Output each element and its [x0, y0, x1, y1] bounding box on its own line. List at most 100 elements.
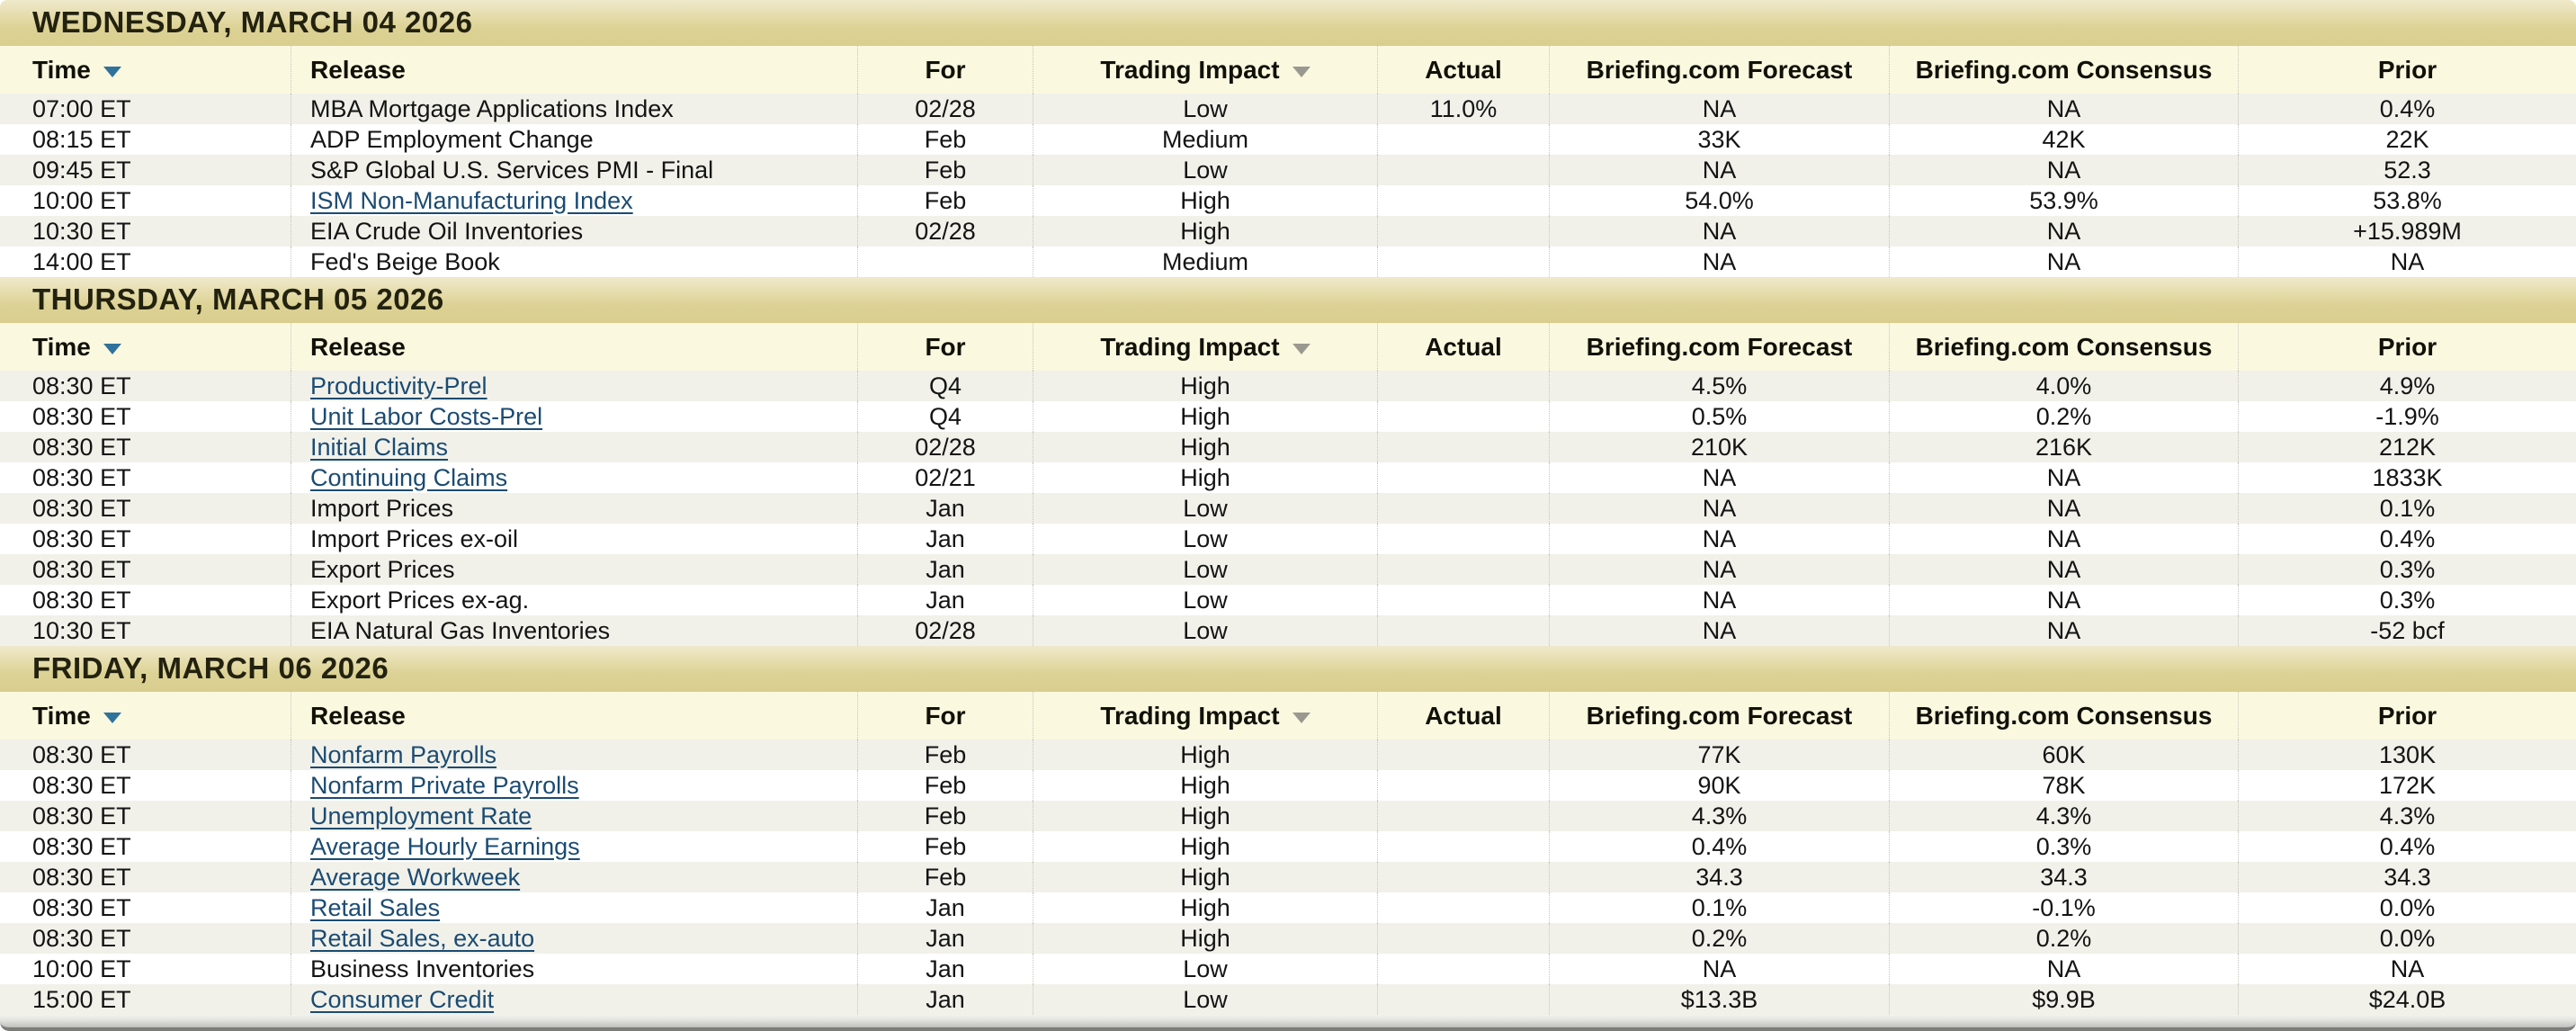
column-header-release: Release	[291, 692, 857, 740]
release-link[interactable]: Average Workweek	[310, 863, 521, 891]
cell-impact: Low	[1033, 493, 1377, 524]
release-text: EIA Natural Gas Inventories	[310, 616, 611, 644]
cell-release: ISM Non-Manufacturing Index	[291, 185, 857, 216]
cell-impact: High	[1033, 432, 1377, 462]
column-header-label: For	[925, 55, 966, 84]
column-header-briefing-com-consensus: Briefing.com Consensus	[1889, 692, 2238, 740]
cell-for: Jan	[857, 923, 1033, 954]
cell-forecast: $13.3B	[1549, 984, 1889, 1015]
cell-time: 10:00 ET	[32, 955, 131, 982]
release-row: 08:30 ET Unemployment Rate Feb High 4.3% 4.3%…	[0, 801, 2576, 831]
cell-release: Unemployment Rate	[291, 801, 857, 831]
release-link[interactable]: Nonfarm Payrolls	[310, 740, 497, 768]
cell-actual	[1377, 892, 1549, 923]
cell-prior: +15.989M	[2238, 216, 2576, 247]
release-link[interactable]: Initial Claims	[310, 433, 449, 461]
cell-impact: Low	[1033, 954, 1377, 984]
cell-impact: High	[1033, 770, 1377, 801]
cell-consensus: 4.0%	[1889, 371, 2238, 401]
cell-prior: 22K	[2238, 124, 2576, 155]
column-header-trading-impact[interactable]: Trading Impact	[1033, 46, 1377, 94]
cell-consensus: 34.3	[1889, 862, 2238, 892]
column-header-for: For	[857, 692, 1033, 740]
column-header-label: Actual	[1425, 701, 1502, 730]
release-link[interactable]: Retail Sales, ex-auto	[310, 924, 535, 952]
cell-release: EIA Crude Oil Inventories	[291, 216, 857, 247]
cell-impact: Low	[1033, 524, 1377, 554]
sort-desc-icon[interactable]	[103, 712, 121, 723]
release-row: 10:00 ET ISM Non-Manufacturing Index Feb Hi…	[0, 185, 2576, 216]
cell-consensus: 216K	[1889, 432, 2238, 462]
column-header-briefing-com-consensus: Briefing.com Consensus	[1889, 323, 2238, 371]
column-header-time[interactable]: Time	[0, 46, 291, 94]
release-row: 10:30 ET EIA Natural Gas Inventories 02/28…	[0, 615, 2576, 646]
sort-desc-icon[interactable]	[1292, 343, 1310, 354]
column-header-label: Briefing.com Forecast	[1586, 332, 1853, 361]
release-link[interactable]: Productivity-Prel	[310, 372, 487, 399]
sort-desc-icon[interactable]	[1292, 66, 1310, 77]
release-row: 08:30 ET Average Workweek Feb High 34.3 34.3 3…	[0, 862, 2576, 892]
cell-for: Feb	[857, 770, 1033, 801]
cell-actual	[1377, 831, 1549, 862]
cell-prior: 212K	[2238, 432, 2576, 462]
column-header-prior: Prior	[2238, 323, 2576, 371]
cell-consensus: NA	[1889, 247, 2238, 277]
cell-time: 08:30 ET	[32, 524, 131, 552]
cell-prior: NA	[2238, 954, 2576, 984]
cell-for: Feb	[857, 862, 1033, 892]
sort-desc-icon[interactable]	[1292, 712, 1310, 723]
release-row: 10:30 ET EIA Crude Oil Inventories 02/28 Hi…	[0, 216, 2576, 247]
cell-impact: High	[1033, 462, 1377, 493]
cell-time: 08:15 ET	[32, 125, 131, 153]
release-link[interactable]: ISM Non-Manufacturing Index	[310, 186, 633, 214]
cell-actual	[1377, 216, 1549, 247]
sort-desc-icon[interactable]	[103, 66, 121, 77]
cell-actual	[1377, 124, 1549, 155]
cell-forecast: 4.3%	[1549, 801, 1889, 831]
cell-time: 08:30 ET	[32, 372, 131, 399]
cell-actual	[1377, 615, 1549, 646]
sort-desc-icon[interactable]	[103, 343, 121, 354]
release-link[interactable]: Retail Sales	[310, 893, 441, 921]
release-link[interactable]: Consumer Credit	[310, 985, 495, 1013]
cell-consensus: 53.9%	[1889, 185, 2238, 216]
release-row: 08:30 ET Import Prices Jan Low NA NA 0.1%	[0, 493, 2576, 524]
cell-for: Q4	[857, 401, 1033, 432]
release-link[interactable]: Nonfarm Private Payrolls	[310, 771, 579, 799]
column-header-time[interactable]: Time	[0, 692, 291, 740]
cell-release: Export Prices ex-ag.	[291, 585, 857, 615]
release-link[interactable]: Average Hourly Earnings	[310, 832, 580, 860]
column-header-trading-impact[interactable]: Trading Impact	[1033, 692, 1377, 740]
cell-prior: 53.8%	[2238, 185, 2576, 216]
cell-impact: High	[1033, 216, 1377, 247]
cell-forecast: 0.4%	[1549, 831, 1889, 862]
cell-time: 08:30 ET	[32, 802, 131, 829]
cell-for: Jan	[857, 984, 1033, 1015]
day-header-band: THURSDAY, MARCH 05 2026	[0, 277, 2576, 323]
release-text: Import Prices	[310, 494, 454, 522]
cell-prior: -1.9%	[2238, 401, 2576, 432]
release-link[interactable]: Unit Labor Costs-Prel	[310, 402, 543, 430]
cell-prior: NA	[2238, 247, 2576, 277]
cell-for: Feb	[857, 831, 1033, 862]
cell-for: 02/28	[857, 432, 1033, 462]
cell-consensus: 0.2%	[1889, 923, 2238, 954]
release-text: Business Inventories	[310, 955, 535, 982]
cell-actual	[1377, 462, 1549, 493]
release-link[interactable]: Continuing Claims	[310, 463, 508, 491]
cell-impact: High	[1033, 371, 1377, 401]
cell-for: Jan	[857, 554, 1033, 585]
cell-time: 08:30 ET	[32, 586, 131, 614]
cell-release: Nonfarm Payrolls	[291, 740, 857, 770]
cell-prior: 0.0%	[2238, 923, 2576, 954]
release-row: 08:30 ET Import Prices ex-oil Jan Low NA NA 0.…	[0, 524, 2576, 554]
release-row: 08:30 ET Retail Sales, ex-auto Jan High 0.2%…	[0, 923, 2576, 954]
cell-forecast: NA	[1549, 216, 1889, 247]
cell-release: Export Prices	[291, 554, 857, 585]
column-header-trading-impact[interactable]: Trading Impact	[1033, 323, 1377, 371]
column-header-time[interactable]: Time	[0, 323, 291, 371]
release-link[interactable]: Unemployment Rate	[310, 802, 532, 829]
column-header-row: Time Release For Trading Impact Actual Briefi…	[0, 46, 2576, 94]
cell-actual	[1377, 371, 1549, 401]
day-header-title: FRIDAY, MARCH 06 2026	[32, 651, 389, 685]
